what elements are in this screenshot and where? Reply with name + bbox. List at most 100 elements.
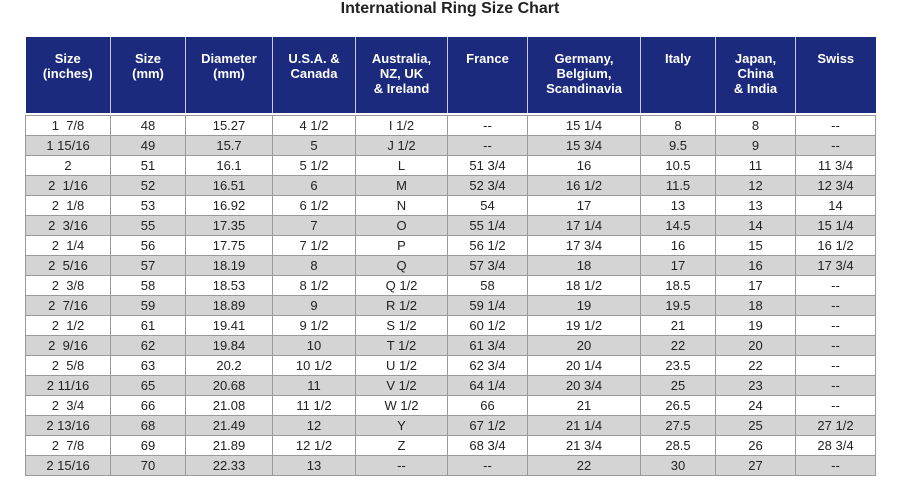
- table-cell: 15.27: [185, 115, 273, 136]
- header-line: & India: [733, 81, 778, 96]
- table-cell: 21 1/4: [527, 415, 641, 436]
- table-cell: O: [355, 215, 448, 236]
- table-cell: 2: [25, 155, 111, 176]
- table-cell: 4 1/2: [272, 115, 356, 136]
- header-line: & Ireland: [373, 81, 430, 96]
- table-cell: 57: [110, 255, 186, 276]
- table-cell: M: [355, 175, 448, 196]
- header-line: Size: [54, 51, 81, 66]
- table-cell: 2 3/16: [25, 215, 111, 236]
- table-cell: 5 1/2: [272, 155, 356, 176]
- table-cell: 12: [272, 415, 356, 436]
- table-cell: 25: [640, 375, 716, 396]
- table-cell: 17.35: [185, 215, 273, 236]
- table-row: 2 5/8 63 20.2 10 1/2 U 1/2 62 3/4 20 1/4 23.5 22…: [25, 355, 876, 376]
- table-cell: 19.5: [640, 295, 716, 316]
- table-cell: 67 1/2: [447, 415, 528, 436]
- table-cell: 8: [640, 115, 716, 136]
- table-cell: 19 1/2: [527, 315, 641, 336]
- table-cell: L: [355, 155, 448, 176]
- table-cell: 58: [110, 275, 186, 296]
- table-cell: 15 1/4: [527, 115, 641, 136]
- table-cell: 16.1: [185, 155, 273, 176]
- table-cell: 2 1/2: [25, 315, 111, 336]
- table-cell: 16.51: [185, 175, 273, 196]
- table-cell: 15 1/4: [795, 215, 876, 236]
- table-cell: P: [355, 235, 448, 256]
- table-cell: 2 1/8: [25, 195, 111, 216]
- header-line: Scandinavia: [546, 81, 622, 96]
- table-cell: 8 1/2: [272, 275, 356, 296]
- table-cell: 16 1/2: [795, 235, 876, 256]
- spacer-cell: [25, 113, 876, 116]
- table-cell: 21: [640, 315, 716, 336]
- header-line: France: [466, 51, 509, 66]
- table-row: 2 51 16.1 5 1/2 L 51 3/4 16 10.5 11 11 3/4: [25, 155, 876, 176]
- header-line: Canada: [290, 66, 338, 81]
- table-cell: 15 3/4: [527, 135, 641, 156]
- header-line: Swiss: [817, 51, 855, 66]
- table-cell: 52 3/4: [447, 175, 528, 196]
- header-line: Italy: [664, 51, 691, 66]
- table-cell: 16: [715, 255, 796, 276]
- table-cell: 61: [110, 315, 186, 336]
- table-cell: R 1/2: [355, 295, 448, 316]
- table-cell: --: [795, 115, 876, 136]
- table-cell: 13: [272, 455, 356, 476]
- table-cell: 21: [527, 395, 641, 416]
- table-cell: 9.5: [640, 135, 716, 156]
- table-cell: 13: [715, 195, 796, 216]
- header-line: Japan,: [734, 51, 777, 66]
- table-cell: 55 1/4: [447, 215, 528, 236]
- table-cell: 11: [272, 375, 356, 396]
- table-row: 2 7/8 69 21.89 12 1/2 Z 68 3/4 21 3/4 28.5 26 28 …: [25, 435, 876, 456]
- table-cell: 60 1/2: [447, 315, 528, 336]
- table-cell: 68 3/4: [447, 435, 528, 456]
- table-cell: 7: [272, 215, 356, 236]
- table-cell: 62 3/4: [447, 355, 528, 376]
- table-cell: 27.5: [640, 415, 716, 436]
- header-line: (mm): [213, 66, 245, 81]
- table-cell: --: [795, 295, 876, 316]
- table-cell: 7 1/2: [272, 235, 356, 256]
- table-cell: V 1/2: [355, 375, 448, 396]
- table-cell: 2 13/16: [25, 415, 111, 436]
- table-cell: 18: [715, 295, 796, 316]
- table-cell: --: [447, 455, 528, 476]
- header-cell: Size (inches): [25, 37, 111, 113]
- table-row: 1 7/8 48 15.27 4 1/2 I 1/2 -- 15 1/4 8 8 --: [25, 115, 876, 136]
- table-cell: 2 3/4: [25, 395, 111, 416]
- table-cell: 25: [715, 415, 796, 436]
- table-row: 2 1/16 52 16.51 6 M 52 3/4 16 1/2 11.5 12 12 3/4: [25, 175, 876, 196]
- header-cell: U.S.A. & Canada: [272, 37, 356, 113]
- table-cell: 59 1/4: [447, 295, 528, 316]
- table-cell: 2 7/16: [25, 295, 111, 316]
- table-cell: 51: [110, 155, 186, 176]
- header-line: Diameter: [201, 51, 257, 66]
- table-cell: --: [795, 135, 876, 156]
- table-cell: 23: [715, 375, 796, 396]
- table-cell: 54: [447, 195, 528, 216]
- table-cell: 18 1/2: [527, 275, 641, 296]
- table-cell: 51 3/4: [447, 155, 528, 176]
- table-cell: 56: [110, 235, 186, 256]
- table-cell: 49: [110, 135, 186, 156]
- table-cell: 2 1/4: [25, 235, 111, 256]
- table-cell: --: [795, 375, 876, 396]
- table-cell: 17 1/4: [527, 215, 641, 236]
- table-cell: 17 3/4: [527, 235, 641, 256]
- header-cell: Diameter (mm): [185, 37, 273, 113]
- table-cell: 18.5: [640, 275, 716, 296]
- header-line: NZ, UK: [379, 66, 424, 81]
- table-cell: W 1/2: [355, 395, 448, 416]
- header-line: U.S.A. &: [288, 51, 340, 66]
- table-cell: 8: [715, 115, 796, 136]
- table-cell: 9: [272, 295, 356, 316]
- table-cell: 20 1/4: [527, 355, 641, 376]
- table-cell: 27: [715, 455, 796, 476]
- table-cell: 14: [715, 215, 796, 236]
- table-cell: 56 1/2: [447, 235, 528, 256]
- table-cell: 12: [715, 175, 796, 196]
- table-cell: 2 7/8: [25, 435, 111, 456]
- table-cell: 5: [272, 135, 356, 156]
